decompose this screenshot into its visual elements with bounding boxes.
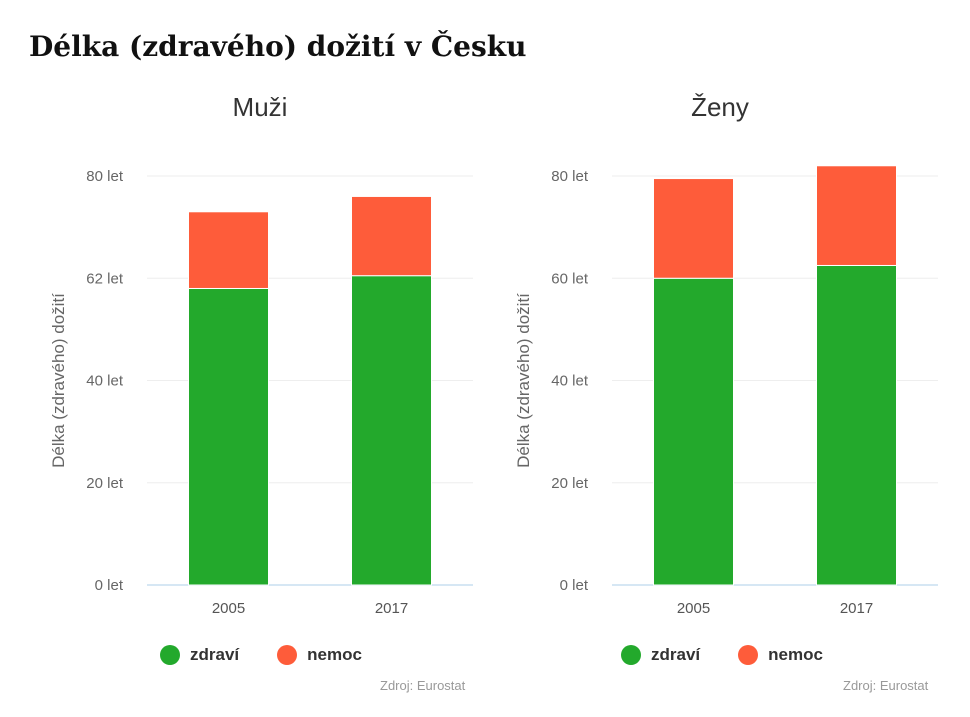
source-credit: Zdroj: Eurostat [843, 678, 929, 693]
y-tick-label: 40 let [86, 373, 124, 390]
bar-healthy [816, 264, 897, 586]
legend-item-healthy[interactable]: zdraví [621, 645, 700, 665]
x-tick-label: 2005 [212, 600, 245, 617]
y-axis-title: Délka (zdravého) dožití [514, 293, 533, 468]
legend-marker-sick [738, 645, 759, 665]
y-tick-label: 60 let [551, 270, 589, 287]
bar-sick [351, 195, 432, 277]
legend: zdraví nemoc [621, 645, 861, 665]
bar-healthy [653, 277, 734, 586]
y-tick-label: 40 let [551, 373, 589, 390]
x-tick-label: 2017 [840, 600, 873, 617]
legend-label-healthy: zdraví [651, 645, 701, 664]
chart-title: Muži [232, 92, 288, 122]
y-tick-label: 62 let [86, 270, 124, 287]
chart-svg-women: 0 let 20 let 40 let 60 let 80 let Délka (zdra… [514, 165, 938, 617]
x-tick-label: 2017 [375, 600, 408, 617]
legend-label-sick: nemoc [307, 645, 362, 664]
bar-sick [816, 165, 897, 266]
source-credit: Zdroj: Eurostat [380, 678, 466, 693]
y-tick-label: 80 let [551, 168, 589, 185]
y-tick-label: 0 let [560, 577, 589, 594]
legend-item-healthy[interactable]: zdraví [160, 645, 239, 665]
chart-panel-men: Muži 0 let 20 let 40 let 62 let 80 let Délka … [20, 80, 490, 700]
y-tick-label: 80 let [86, 168, 124, 185]
bar-healthy [188, 287, 269, 586]
legend-marker-sick [277, 645, 298, 665]
legend: zdraví nemoc [160, 645, 400, 665]
bar-healthy [351, 275, 432, 586]
y-tick-label: 0 let [95, 577, 124, 594]
legend-label-sick: nemoc [768, 645, 823, 664]
chart-title: Ženy [691, 92, 749, 122]
y-axis-title: Délka (zdravého) dožití [49, 293, 68, 468]
x-tick-label: 2005 [677, 600, 710, 617]
legend-marker-healthy [621, 645, 641, 665]
legend-label-healthy: zdraví [190, 645, 240, 664]
bar-sick [188, 211, 269, 289]
legend-marker-healthy [160, 645, 180, 665]
chart-panel-women: Ženy 0 let 20 let 40 let 60 let 80 let Délka … [485, 80, 955, 700]
bar-sick [653, 178, 734, 279]
y-tick-label: 20 let [86, 475, 124, 492]
legend-item-sick[interactable]: nemoc [277, 645, 362, 665]
y-tick-label: 20 let [551, 475, 589, 492]
legend-item-sick[interactable]: nemoc [738, 645, 823, 665]
page-title: Délka (zdravého) dožití v Česku [29, 30, 527, 63]
chart-svg-men: 0 let 20 let 40 let 62 let 80 let Délka (zdra… [49, 168, 473, 617]
